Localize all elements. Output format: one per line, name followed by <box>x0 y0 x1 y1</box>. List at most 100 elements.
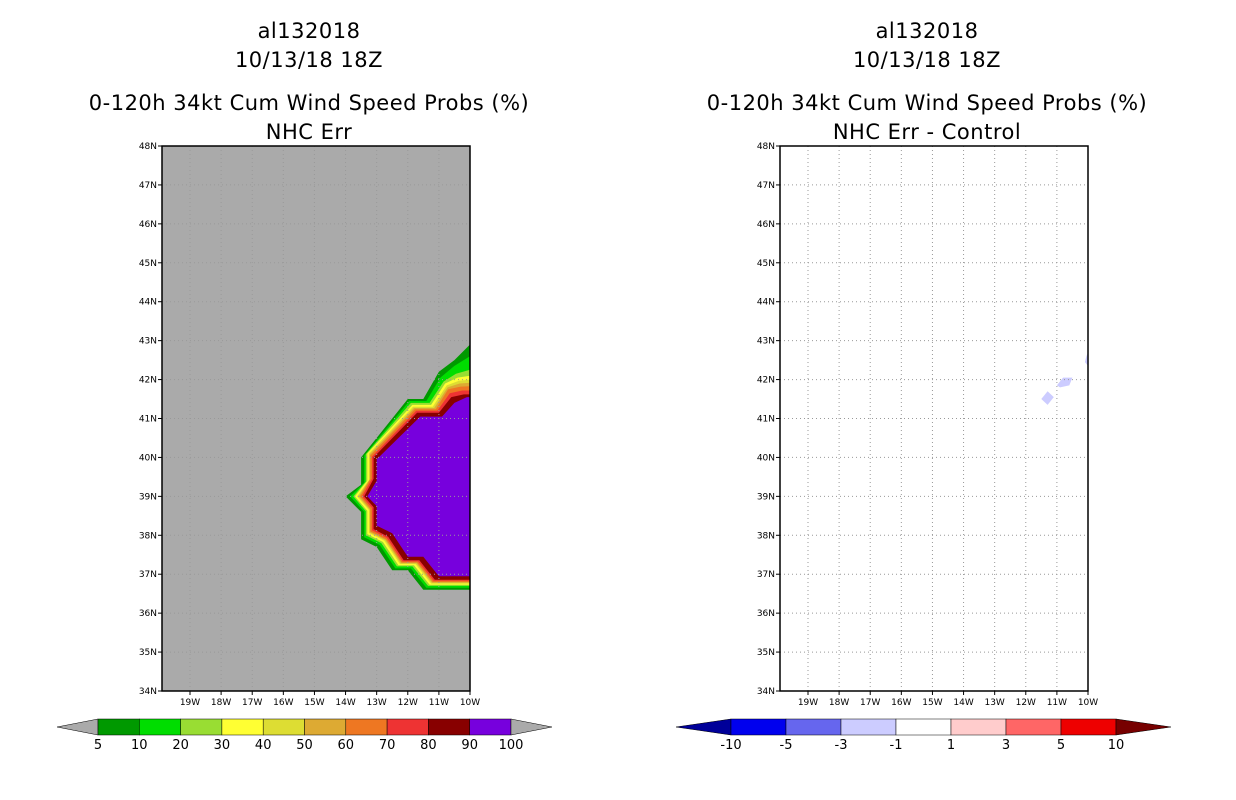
colorbar-segment <box>139 718 181 736</box>
colorbar-over-arrow <box>510 718 553 736</box>
colorbar-label: -3 <box>835 738 848 753</box>
x-tick-label: 16W <box>891 698 911 708</box>
y-tick-label: 46N <box>139 220 157 230</box>
colorbar-label: 90 <box>461 738 478 753</box>
colorbar-segment <box>840 718 897 736</box>
y-tick-label: 40N <box>757 453 775 463</box>
contour-band--3--1 <box>1084 352 1088 366</box>
x-tick-label: 15W <box>922 698 942 708</box>
colorbar-segment <box>97 718 140 736</box>
colorbar-segment <box>785 718 842 736</box>
colorbar-over-arrow <box>1115 718 1172 736</box>
colorbar-label: 5 <box>1057 738 1065 753</box>
y-tick-label: 40N <box>139 453 157 463</box>
y-tick-label: 35N <box>139 648 157 658</box>
y-tick-label: 43N <box>139 337 157 347</box>
x-tick-label: 13W <box>984 698 1004 708</box>
panel-nhc-err-minus-control: al132018 10/13/18 18Z 0-120h 34kt Cum Wind… <box>675 19 1172 753</box>
contour-band--3--1 <box>1041 391 1054 405</box>
y-tick-label: 34N <box>139 687 157 697</box>
y-tick-label: 42N <box>757 376 775 386</box>
title-line-3: 0-120h 34kt Cum Wind Speed Probs (%) <box>89 91 529 115</box>
y-tick-label: 38N <box>139 531 157 541</box>
y-tick-label: 47N <box>139 181 157 191</box>
colorbar-label: 20 <box>172 738 189 753</box>
colorbar-label: 10 <box>131 738 148 753</box>
colorbar-segment <box>345 718 388 736</box>
y-tick-label: 41N <box>757 415 775 425</box>
colorbar-segment <box>469 718 512 736</box>
y-tick-label: 47N <box>757 181 775 191</box>
x-tick-label: 11W <box>429 698 449 708</box>
grid-lines <box>162 146 470 691</box>
x-tick-label: 19W <box>798 698 818 708</box>
colorbar-segment <box>1060 718 1117 736</box>
x-tick-label: 14W <box>335 698 355 708</box>
colorbar-label: 10 <box>1108 738 1125 753</box>
colorbar: 5 10 20 30 40 50 60 70 80 90 100 <box>56 718 553 753</box>
colorbar-label: 50 <box>296 738 313 753</box>
title-line-1: al132018 <box>258 19 361 43</box>
y-tick-label: 36N <box>757 609 775 619</box>
colorbar-label: 40 <box>255 738 272 753</box>
title-line-2: 10/13/18 18Z <box>235 48 383 72</box>
colorbar-label: 80 <box>420 738 437 753</box>
y-tick-label: 44N <box>757 298 775 308</box>
colorbar-label: 70 <box>379 738 396 753</box>
y-tick-label: 39N <box>139 492 157 502</box>
y-tick-label: 34N <box>757 687 775 697</box>
x-tick-label: 13W <box>366 698 386 708</box>
colorbar-segment <box>221 718 264 736</box>
colorbar-segment <box>1005 718 1062 736</box>
plot-background <box>780 146 1088 691</box>
y-tick-label: 41N <box>139 415 157 425</box>
colorbar-segment <box>262 718 305 736</box>
x-tick-label: 14W <box>953 698 973 708</box>
y-tick-label: 38N <box>757 531 775 541</box>
grid-lines <box>780 146 1088 691</box>
colorbar-label: 100 <box>499 738 524 753</box>
y-tick-label: 36N <box>139 609 157 619</box>
colorbar-segment <box>895 718 952 736</box>
colorbar-segment <box>428 718 470 736</box>
x-tick-label: 18W <box>829 698 849 708</box>
title-line-1: al132018 <box>876 19 979 43</box>
title-line-2: 10/13/18 18Z <box>853 48 1001 72</box>
y-tick-label: 46N <box>757 220 775 230</box>
colorbar-segment <box>180 718 223 736</box>
colorbar-label: -10 <box>720 738 741 753</box>
colorbar-under-arrow <box>675 718 732 736</box>
x-tick-label: 10W <box>460 698 480 708</box>
x-tick-label: 19W <box>180 698 200 708</box>
x-tick-label: 12W <box>1016 698 1036 708</box>
colorbar-label: 1 <box>947 738 955 753</box>
contour-fill-group <box>345 344 470 590</box>
x-tick-label: 15W <box>304 698 324 708</box>
colorbar-segment <box>386 718 429 736</box>
x-tick-label: 17W <box>242 698 262 708</box>
x-tick-label: 12W <box>398 698 418 708</box>
colorbar-under-arrow <box>56 718 99 736</box>
x-tick-label: 11W <box>1047 698 1067 708</box>
colorbar-label: 5 <box>94 738 102 753</box>
y-tick-label: 45N <box>139 259 157 269</box>
colorbar-label: 3 <box>1002 738 1010 753</box>
colorbar-label: -1 <box>890 738 903 753</box>
y-tick-label: 44N <box>139 298 157 308</box>
colorbar-segment <box>304 718 347 736</box>
y-tick-label: 43N <box>757 337 775 347</box>
panel-nhc-err: al132018 10/13/18 18Z 0-120h 34kt Cum Wind… <box>56 19 553 753</box>
colorbar-segment <box>950 718 1007 736</box>
colorbar: -10 -5 -3 -1 1 3 5 10 <box>675 718 1172 753</box>
x-tick-label: 17W <box>860 698 880 708</box>
y-tick-label: 35N <box>757 648 775 658</box>
y-tick-label: 48N <box>757 142 775 152</box>
y-tick-label: 37N <box>139 570 157 580</box>
title-line-4: NHC Err <box>266 120 353 144</box>
contour-band-90-100 <box>367 397 470 577</box>
colorbar-segment <box>730 718 787 736</box>
x-tick-label: 10W <box>1078 698 1098 708</box>
colorbar-label: 60 <box>338 738 355 753</box>
title-line-3: 0-120h 34kt Cum Wind Speed Probs (%) <box>707 91 1147 115</box>
